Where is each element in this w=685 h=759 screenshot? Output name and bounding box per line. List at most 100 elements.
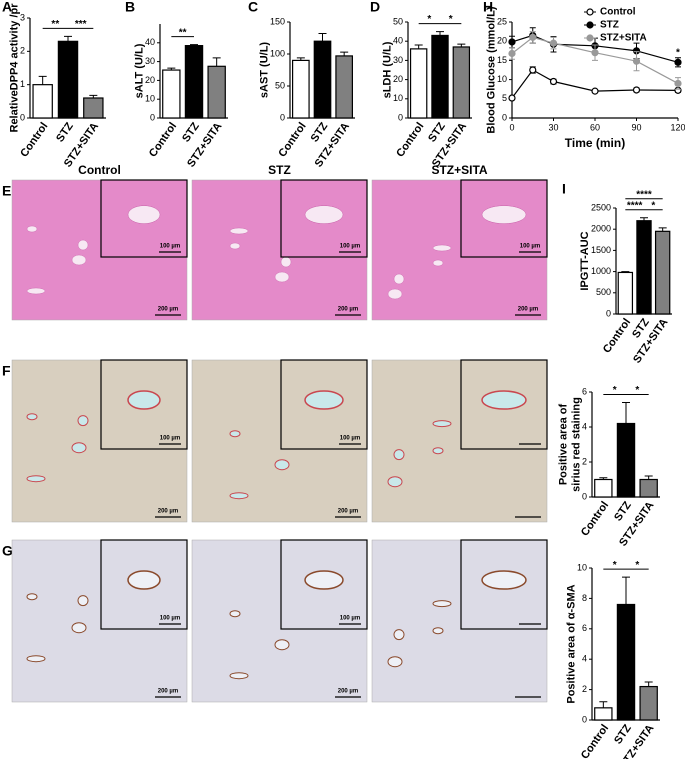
bar: [654, 230, 671, 315]
point: [674, 58, 682, 66]
vessel: [71, 442, 87, 454]
y-tick-label: 40: [393, 36, 403, 46]
bar: [32, 84, 53, 119]
y-tick-label: 0: [150, 112, 155, 122]
x-tick-label: STZ: [612, 722, 634, 746]
scale-label: 100 µm: [160, 436, 180, 442]
error-bar: [599, 701, 608, 708]
bar: [184, 45, 204, 119]
vessel: [229, 672, 249, 680]
inset-vessel: [127, 570, 161, 590]
panel-label: C: [248, 0, 258, 15]
panel-label: E: [2, 183, 11, 199]
point: [591, 87, 599, 95]
series-line: [511, 69, 679, 99]
point: [632, 57, 641, 65]
vessel: [432, 627, 444, 635]
x-tick-label: 90: [631, 122, 641, 132]
y-axis-label: sAST (U/L): [258, 42, 270, 99]
y-tick-label: 2500: [591, 202, 611, 212]
error-bar: [622, 402, 630, 424]
y-axis-label: sirius red staining: [571, 397, 583, 492]
y-tick-label: 0: [502, 112, 507, 122]
panel-label: F: [2, 363, 11, 379]
vessel: [229, 430, 241, 438]
vessel: [387, 288, 403, 300]
y-tick-label: 4: [582, 654, 587, 664]
error-bar: [644, 475, 653, 480]
y-axis-label: Positive area of: [558, 404, 570, 486]
scale-label: 100 µm: [340, 436, 360, 442]
error-bar: [457, 43, 466, 47]
x-tick-label: STZ: [54, 120, 76, 144]
bar: [292, 59, 310, 119]
bar: [162, 69, 181, 119]
y-tick-label: 0: [582, 491, 587, 501]
panel-label: G: [2, 543, 13, 559]
inset-vessel: [127, 205, 161, 224]
scale-label: 100 µm: [160, 616, 180, 622]
vessel: [26, 475, 46, 483]
bar: [594, 478, 613, 498]
y-axis-label: IPGTT-AUC: [579, 231, 591, 290]
y-tick-label: 2: [582, 456, 587, 466]
vessel: [387, 656, 403, 668]
x-tick-label: 60: [590, 122, 600, 132]
legend-marker: [586, 34, 594, 42]
error-bar: [622, 576, 630, 605]
y-tick-label: 40: [145, 37, 155, 47]
column-header: STZ+SITA: [431, 163, 487, 177]
point: [632, 86, 641, 94]
significance-label: ***: [75, 19, 87, 30]
vessel: [387, 476, 403, 488]
y-tick-label: 30: [145, 56, 155, 66]
y-tick-label: 1500: [591, 245, 611, 255]
bar: [616, 603, 636, 721]
y-tick-label: 100: [270, 48, 285, 58]
scale-label: 200 µm: [158, 509, 178, 515]
significance-label: ****: [636, 189, 652, 200]
x-tick-label: Control: [579, 723, 611, 759]
vessel: [432, 259, 444, 267]
error-bar: [644, 681, 653, 687]
point: [591, 49, 599, 57]
error-bar: [167, 67, 176, 71]
error-bar: [340, 51, 349, 56]
y-tick-label: 6: [582, 623, 587, 633]
scale-label: 200 µm: [338, 307, 358, 313]
y-tick-label: 30: [393, 55, 403, 65]
legend-marker: [586, 8, 594, 16]
vessel: [432, 447, 444, 455]
point: [508, 38, 516, 46]
vessel: [274, 639, 290, 651]
point: [508, 49, 516, 58]
inset-vessel: [127, 390, 161, 410]
vessel: [432, 420, 452, 428]
x-tick-label: 30: [548, 122, 558, 132]
error-bar: [599, 477, 608, 480]
scale-label: 200 µm: [518, 307, 538, 313]
bar: [594, 707, 613, 721]
panel-label: B: [125, 0, 135, 15]
x-tick-label: 120: [670, 122, 685, 132]
error-bar: [436, 31, 444, 36]
point: [529, 66, 537, 74]
vessel: [77, 595, 89, 607]
panel-label: D: [370, 0, 380, 15]
vessel: [274, 271, 290, 283]
error-bar: [212, 57, 221, 67]
y-tick-label: 500: [596, 287, 611, 297]
vessel: [229, 610, 241, 618]
error-bar: [190, 44, 198, 46]
x-tick-label: Control: [18, 121, 50, 160]
panel-label: I: [562, 181, 566, 197]
series-line: [511, 36, 679, 84]
panel-label: H: [483, 0, 493, 15]
significance-label: *: [449, 14, 453, 25]
bar: [83, 97, 104, 119]
bar: [452, 46, 471, 119]
significance-label: *: [427, 14, 431, 25]
significance-label: *: [635, 385, 639, 396]
column-header: STZ: [268, 163, 291, 177]
